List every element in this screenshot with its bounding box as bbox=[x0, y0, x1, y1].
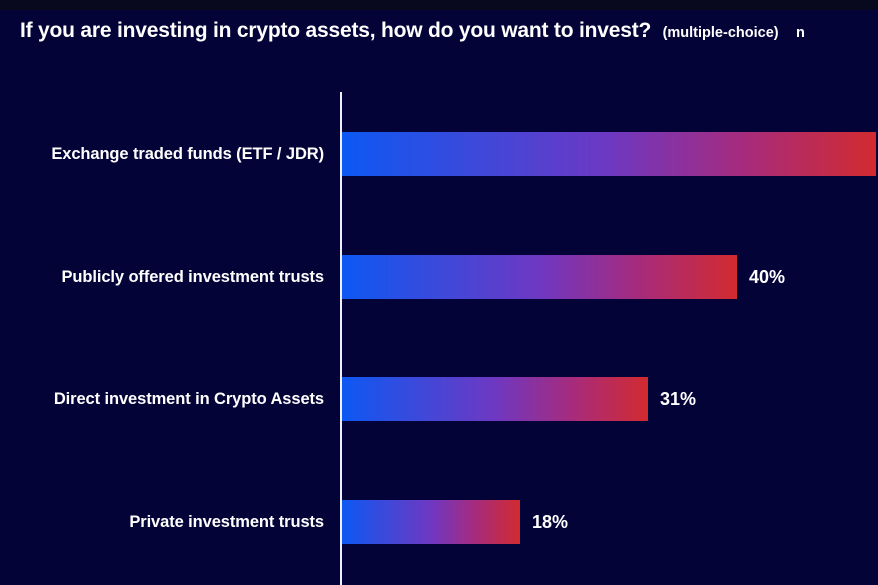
chart-title: If you are investing in crypto assets, h… bbox=[20, 16, 878, 48]
bar bbox=[342, 500, 520, 544]
bar bbox=[342, 132, 876, 176]
bar-row: Exchange traded funds (ETF / JDR) bbox=[0, 132, 878, 176]
category-label: Exchange traded funds (ETF / JDR) bbox=[51, 144, 324, 163]
bar-row: Private investment trusts 18% bbox=[0, 500, 878, 544]
y-axis-line bbox=[340, 92, 342, 585]
category-label: Direct investment in Crypto Assets bbox=[53, 389, 324, 408]
category-label: Private investment trusts bbox=[129, 512, 324, 531]
bar bbox=[342, 377, 648, 421]
bar-row: Publicly offered investment trusts 40% bbox=[0, 255, 878, 299]
top-strip bbox=[0, 0, 878, 10]
value-label: 31% bbox=[660, 388, 697, 409]
value-label: 40% bbox=[749, 266, 786, 287]
title-qualifier: (multiple-choice) bbox=[662, 25, 779, 41]
bar-row: Direct investment in Crypto Assets 31% bbox=[0, 377, 878, 421]
title-text: If you are investing in crypto assets, h… bbox=[20, 19, 652, 42]
category-label: Publicly offered investment trusts bbox=[61, 267, 325, 286]
value-label: 18% bbox=[532, 511, 569, 532]
sample-size-note: n bbox=[796, 25, 805, 41]
bar bbox=[342, 255, 737, 299]
